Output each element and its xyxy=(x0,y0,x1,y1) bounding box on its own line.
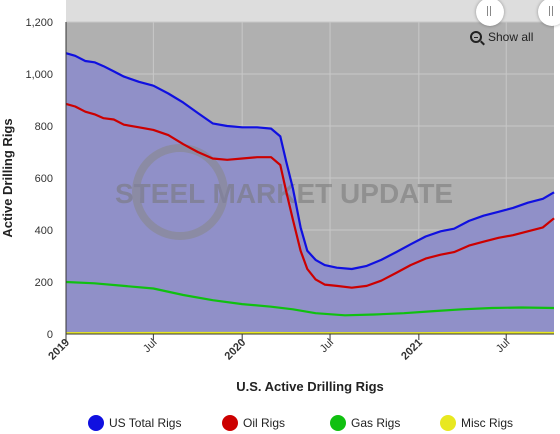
show-all-label: Show all xyxy=(488,30,534,44)
x-tick-label: 2021 xyxy=(399,337,425,363)
x-tick-label: Jul xyxy=(318,337,336,355)
legend-item-us-total-rigs[interactable]: US Total Rigs xyxy=(88,415,181,431)
series-line-gas-rigs xyxy=(65,280,555,317)
legend-label: Gas Rigs xyxy=(351,416,400,430)
y-tick-label: 600 xyxy=(35,173,53,185)
x-tick-label: 2020 xyxy=(223,337,249,363)
legend-label: Misc Rigs xyxy=(461,416,513,430)
series-lines xyxy=(65,52,555,335)
y-tick-label: 0 xyxy=(47,329,53,341)
y-tick-label: 1,200 xyxy=(25,17,53,29)
y-tick-label: 400 xyxy=(35,225,53,237)
legend-label: Oil Rigs xyxy=(243,416,285,430)
x-tick-label: Jul xyxy=(141,337,159,355)
range-handle-right[interactable] xyxy=(538,0,560,26)
legend-item-gas-rigs[interactable]: Gas Rigs xyxy=(330,415,400,431)
legend-marker xyxy=(88,415,104,431)
x-axis: 2019 Jul 2020 Jul 2021 Jul xyxy=(46,333,554,363)
range-handle-left[interactable] xyxy=(476,0,504,26)
navigator-band[interactable] xyxy=(66,0,554,22)
series-line-us-total-rigs xyxy=(65,52,555,271)
legend-label: US Total Rigs xyxy=(109,416,181,430)
y-axis: 0 200 400 600 800 1,000 1,200 xyxy=(25,17,67,341)
series-line-oil-rigs xyxy=(65,102,555,289)
legend-marker xyxy=(222,415,238,431)
x-axis-title: U.S. Active Drilling Rigs xyxy=(236,379,384,394)
show-all-button[interactable]: Show all xyxy=(470,30,533,44)
legend-item-oil-rigs[interactable]: Oil Rigs xyxy=(222,415,285,431)
legend: US Total Rigs Oil Rigs Gas Rigs Misc Rigs xyxy=(88,415,513,431)
legend-marker xyxy=(330,415,346,431)
x-tick-label: Jul xyxy=(494,337,512,355)
legend-marker xyxy=(440,415,456,431)
zoom-out-icon xyxy=(470,31,482,43)
series-areas xyxy=(66,53,554,334)
watermark-ring xyxy=(132,144,228,240)
y-tick-label: 1,000 xyxy=(25,69,53,81)
legend-item-misc-rigs[interactable]: Misc Rigs xyxy=(440,415,513,431)
y-tick-label: 200 xyxy=(35,277,53,289)
series-line-misc-rigs xyxy=(65,331,555,335)
y-axis-title: Active Drilling Rigs xyxy=(0,118,15,237)
y-tick-label: 800 xyxy=(35,121,53,133)
total-rigs-area xyxy=(66,53,554,334)
